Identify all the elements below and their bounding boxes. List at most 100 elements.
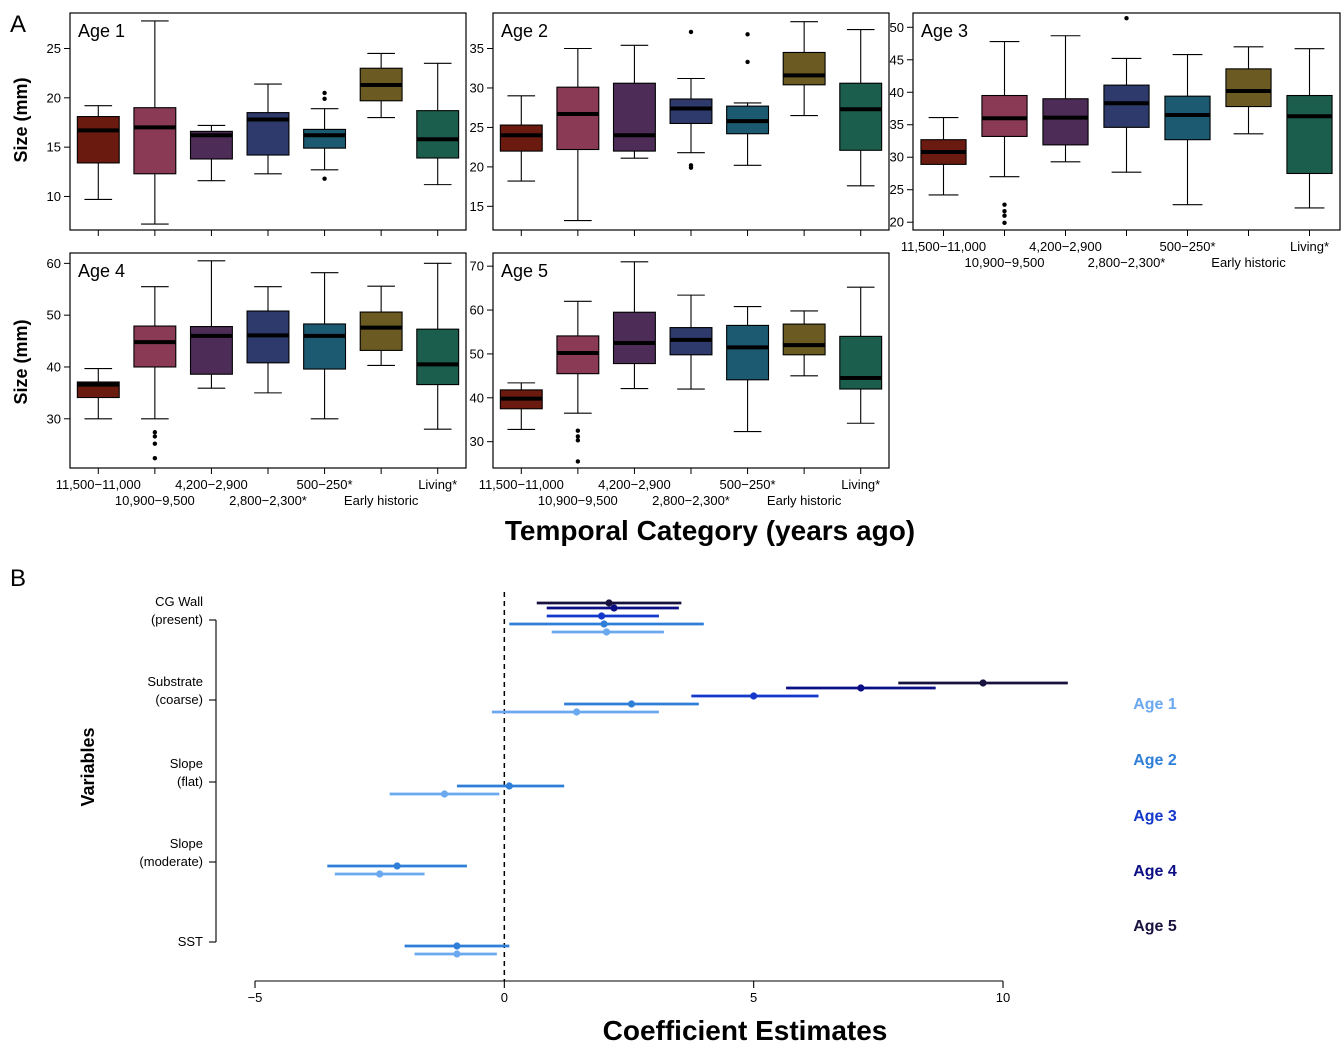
- y-tick-label: 40: [890, 85, 904, 100]
- outlier-point: [1124, 15, 1129, 21]
- estimate-age-5: [536, 599, 682, 607]
- y-tick-label: 50: [47, 308, 61, 323]
- box-body: [782, 323, 826, 356]
- y-tick-label: 20: [890, 215, 904, 230]
- x-tick-label: 11,500−11,000: [56, 477, 141, 492]
- box-3: [612, 44, 656, 159]
- outlier-point: [322, 90, 327, 96]
- estimate-point: [750, 692, 758, 700]
- box-5: [303, 272, 347, 420]
- box-7: [1286, 48, 1333, 209]
- legend-label: Age 1: [1133, 696, 1177, 713]
- box-body: [1042, 98, 1089, 146]
- box-body: [556, 86, 600, 151]
- box-body: [1164, 95, 1211, 141]
- estimate-point: [627, 700, 636, 708]
- y-tick-label: 40: [47, 359, 61, 374]
- box-body: [1225, 68, 1272, 108]
- box-6: [359, 285, 403, 366]
- boxplot-panel-1: Age 1 10 15 20 25: [47, 12, 467, 236]
- x-tick-label: 2,800−2,300*: [652, 493, 730, 508]
- panel-a-letter: A: [10, 11, 26, 38]
- panel-title: Age 2: [501, 21, 548, 41]
- variable-label: SST: [178, 934, 203, 949]
- box-4: [246, 286, 290, 394]
- box-2: [133, 286, 177, 461]
- outlier-point: [152, 430, 158, 435]
- box-body: [359, 311, 403, 351]
- y-tick-label: 10: [47, 189, 61, 204]
- y-tick-label: 50: [470, 346, 484, 361]
- box-7: [416, 62, 460, 186]
- estimate-age-1: [389, 790, 500, 798]
- estimate-point: [453, 950, 461, 958]
- estimate-point: [453, 942, 461, 950]
- box-body: [669, 98, 713, 125]
- x-tick-label: 11,500−11,000: [901, 239, 986, 254]
- x-tick-label: Early historic: [1211, 255, 1286, 270]
- y-tick-label: 30: [470, 80, 484, 95]
- outlier-point: [152, 455, 158, 461]
- legend-label: Age 4: [1133, 863, 1177, 880]
- x-tick-label: 5: [750, 990, 757, 1005]
- box-body: [981, 94, 1028, 137]
- estimate-age-1: [334, 870, 425, 878]
- y-tick-label: 25: [470, 120, 484, 135]
- y-tick-label: 25: [47, 41, 61, 56]
- box-body: [612, 311, 656, 365]
- estimate-age-4: [786, 684, 936, 692]
- estimate-point: [597, 612, 606, 620]
- charts-layer: Age 1 10 15 20 25 Age 2 15 20 25 30 35 Age 3 20 25 30 3…: [47, 12, 1341, 1005]
- panel-a-ylabel-top: Size (mm): [11, 77, 31, 162]
- estimate-age-3: [691, 692, 819, 700]
- variable-label: CG Wall (present): [151, 594, 203, 627]
- panel-a-xlabel: Temporal Category (years ago): [505, 515, 915, 546]
- box-body: [76, 116, 120, 164]
- outlier-point: [745, 59, 750, 65]
- box-6: [782, 21, 826, 117]
- box-2: [556, 300, 600, 464]
- box-body: [726, 324, 770, 381]
- box-1: [499, 95, 543, 182]
- panel-title: Age 3: [921, 21, 968, 41]
- x-tick-label: 10: [996, 990, 1010, 1005]
- outlier-point: [322, 176, 327, 181]
- box-2: [133, 20, 177, 225]
- coefficient-panel: −5 0 5 10 CG Wall (present) Substrate (coarse) S…: [139, 592, 1177, 1005]
- y-tick-label: 50: [890, 20, 904, 35]
- box-body: [839, 335, 883, 390]
- y-tick-label: 60: [47, 256, 61, 271]
- box-7: [839, 29, 883, 187]
- variable-label: Substrate (coarse): [147, 674, 203, 707]
- boxplot-panel-3: Age 3 20 25 30 35 40 45 50 11,500−11,00010,900−9…: [890, 12, 1341, 270]
- outlier-point: [575, 459, 581, 464]
- boxplot-panel-5: Age 5 30 40 50 60 70 11,500−11,00010,900−9,500…: [470, 252, 890, 508]
- y-tick-label: 60: [470, 303, 484, 318]
- box-body: [499, 124, 543, 152]
- x-tick-label: 500−250*: [720, 477, 776, 492]
- y-tick-label: 30: [470, 434, 484, 449]
- estimate-point: [605, 599, 613, 607]
- box-body: [839, 82, 883, 151]
- x-tick-label: 4,200−2,900: [1029, 239, 1102, 254]
- estimate-point: [602, 628, 611, 636]
- outlier-point: [575, 434, 581, 439]
- panel-b-xlabel: Coefficient Estimates: [603, 1015, 888, 1046]
- box-2: [981, 41, 1028, 226]
- estimate-age-2: [564, 700, 699, 708]
- boxplot-panel-2: Age 2 15 20 25 30 35: [470, 12, 890, 236]
- x-tick-label: 10,900−9,500: [965, 255, 1045, 270]
- outlier-point: [688, 29, 694, 35]
- x-tick-label: 500−250*: [1159, 239, 1215, 254]
- box-2: [556, 47, 600, 222]
- box-body: [416, 328, 460, 386]
- estimate-point: [440, 790, 449, 798]
- outlier-point: [1002, 213, 1007, 218]
- x-tick-label: −5: [248, 990, 263, 1005]
- y-tick-label: 45: [890, 52, 904, 67]
- panel-title: Age 5: [501, 261, 548, 281]
- box-7: [416, 262, 460, 430]
- panel-a-ylabel-bottom: Size (mm): [11, 319, 31, 404]
- outlier-point: [1002, 220, 1007, 226]
- y-tick-label: 15: [470, 199, 484, 214]
